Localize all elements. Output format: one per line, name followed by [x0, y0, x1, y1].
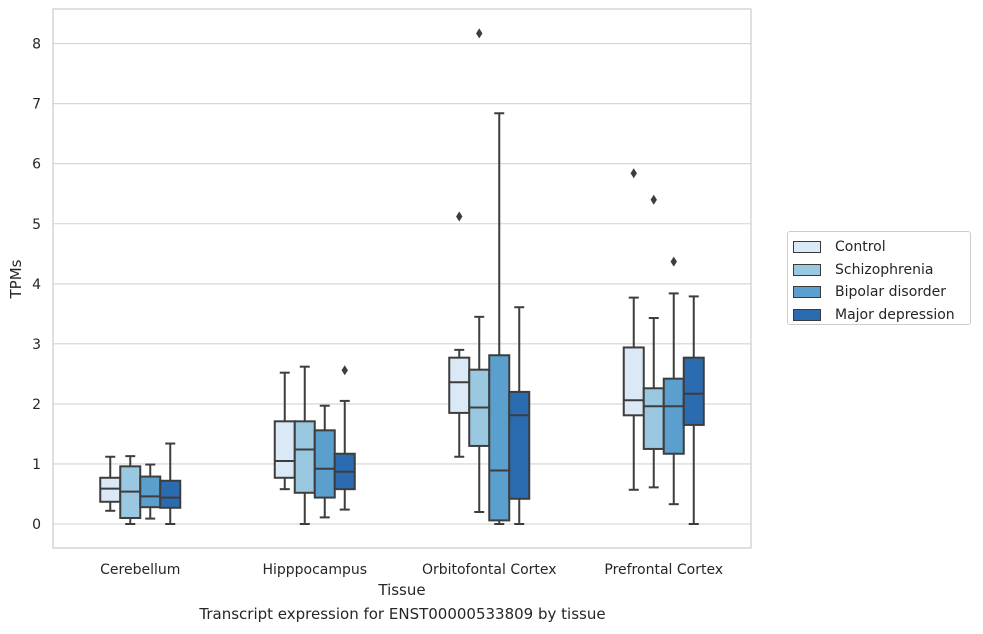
box-bipolar-disorder: [313, 404, 336, 519]
box-control: [273, 371, 296, 491]
box-schizophrenia: [642, 194, 665, 489]
plot-frame: [52, 8, 752, 549]
outlier-point: [476, 28, 483, 39]
y-tick-label: 7: [32, 97, 41, 113]
box-iqr: [622, 346, 645, 417]
x-tick-label: Orbitofontal Cortex: [422, 562, 557, 578]
box-bipolar-disorder: [662, 256, 685, 506]
box-iqr: [682, 356, 705, 426]
box-schizophrenia: [468, 28, 491, 513]
legend-swatch-schizophrenia: [793, 263, 821, 276]
box-schizophrenia: [293, 365, 316, 525]
box-control: [448, 211, 471, 458]
box-iqr: [273, 420, 296, 479]
box-major-depression: [682, 295, 705, 525]
box-bipolar-disorder: [488, 112, 511, 525]
box-iqr: [293, 420, 316, 494]
y-tick-label: 3: [32, 337, 41, 353]
box-bipolar-disorder: [139, 463, 162, 520]
legend: Control Schizophrenia Bipolar disorder M…: [787, 231, 971, 325]
legend-label-bipolar-disorder: Bipolar disorder: [835, 284, 947, 301]
box-major-depression: [159, 442, 182, 525]
box-major-depression: [508, 306, 531, 525]
y-tick-label: 6: [32, 157, 41, 173]
x-tick-labels: Cerebellum Hipppocampus Orbitofontal Corte…: [100, 562, 723, 578]
legend-swatch-control: [793, 241, 821, 254]
x-tick-label: Cerebellum: [100, 562, 180, 578]
x-tick-label: Prefrontal Cortex: [604, 562, 723, 578]
y-tick-label: 0: [32, 517, 41, 533]
figure-caption: Transcript expression for ENST0000053380…: [199, 605, 606, 623]
x-tick-label: Hipppocampus: [262, 562, 367, 578]
outlier-point: [341, 365, 348, 376]
outlier-point: [630, 168, 637, 179]
gridlines: [53, 43, 751, 525]
box-groups: [99, 28, 705, 525]
y-tick-label: 2: [32, 397, 41, 413]
legend-swatch-bipolar-disorder: [793, 286, 821, 299]
box-control: [99, 455, 122, 512]
legend-item-control: Control: [793, 236, 970, 259]
box-iqr: [99, 476, 122, 503]
legend-label-control: Control: [835, 239, 886, 256]
legend-label-schizophrenia: Schizophrenia: [835, 261, 934, 278]
box-control: [622, 168, 645, 491]
box-schizophrenia: [119, 455, 142, 525]
y-tick-label: 5: [32, 217, 41, 233]
outlier-point: [670, 256, 677, 267]
y-tick-label: 1: [32, 457, 41, 473]
y-axis-title: TPMs: [7, 259, 25, 299]
box-iqr: [159, 479, 182, 509]
outlier-point: [456, 211, 463, 222]
y-tick-label: 4: [32, 277, 41, 293]
box-iqr: [139, 475, 162, 509]
y-tick-labels: 0 1 2 3 4 5 6 7 8: [32, 37, 41, 533]
y-tick-label: 8: [32, 37, 41, 53]
box-iqr: [448, 356, 471, 414]
x-axis-title: Tissue: [377, 581, 425, 599]
box-iqr: [313, 429, 336, 499]
legend-item-schizophrenia: Schizophrenia: [793, 259, 970, 282]
box-iqr: [508, 390, 531, 500]
legend-item-major-depression: Major depression: [793, 304, 970, 327]
legend-item-bipolar-disorder: Bipolar disorder: [793, 281, 970, 304]
box-iqr: [662, 377, 685, 455]
box-iqr: [488, 354, 511, 522]
legend-label-major-depression: Major depression: [835, 306, 955, 323]
outlier-point: [650, 194, 657, 205]
legend-swatch-major-depression: [793, 308, 821, 321]
box-iqr: [642, 387, 665, 450]
box-major-depression: [333, 365, 356, 511]
